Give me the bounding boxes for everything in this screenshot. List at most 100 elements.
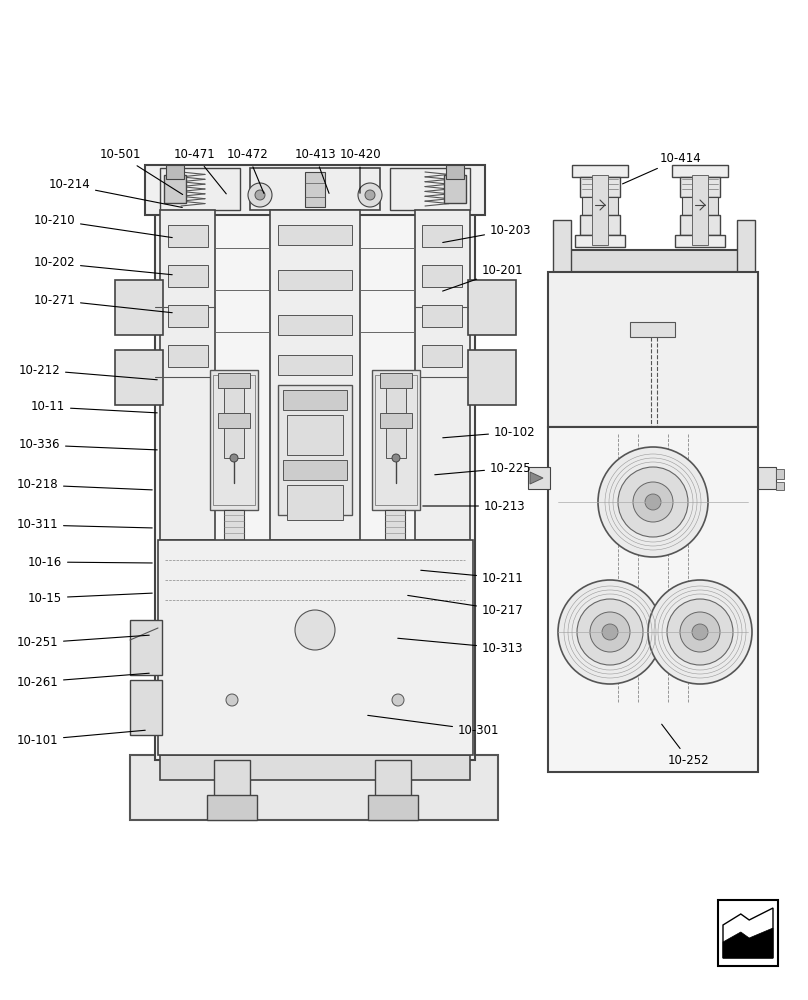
Bar — [468, 350, 516, 405]
Bar — [287, 485, 343, 520]
Bar — [160, 210, 215, 540]
Bar — [224, 510, 244, 620]
Bar — [115, 280, 163, 335]
Bar — [115, 350, 163, 405]
Bar — [168, 225, 208, 247]
Circle shape — [392, 454, 400, 462]
Bar — [390, 168, 470, 210]
Bar — [214, 760, 250, 800]
Bar — [270, 210, 360, 540]
Bar — [130, 620, 162, 675]
Circle shape — [598, 447, 708, 557]
Text: 10-217: 10-217 — [408, 595, 524, 616]
Bar — [758, 467, 776, 489]
Text: 10-420: 10-420 — [339, 148, 381, 193]
Circle shape — [590, 612, 630, 652]
Circle shape — [392, 694, 404, 706]
Bar — [158, 540, 473, 755]
Bar — [680, 177, 720, 197]
Bar — [375, 375, 417, 505]
Polygon shape — [530, 472, 543, 484]
Polygon shape — [723, 928, 773, 958]
Bar — [278, 355, 352, 375]
Bar — [446, 165, 464, 179]
Bar — [278, 225, 352, 245]
Text: 10-301: 10-301 — [368, 715, 499, 736]
Circle shape — [577, 599, 643, 665]
Bar — [553, 220, 571, 272]
Bar — [164, 175, 186, 203]
Circle shape — [230, 454, 238, 462]
Text: 10-15: 10-15 — [27, 591, 152, 604]
Bar — [372, 370, 420, 510]
Text: 10-252: 10-252 — [662, 724, 709, 766]
Circle shape — [645, 494, 661, 510]
Bar — [160, 168, 240, 210]
Bar — [422, 345, 462, 367]
Text: 10-251: 10-251 — [16, 635, 149, 650]
Bar — [575, 235, 625, 247]
Text: 10-11: 10-11 — [31, 400, 158, 414]
Text: 10-201: 10-201 — [443, 263, 524, 291]
Bar — [287, 415, 343, 455]
Bar — [305, 172, 325, 207]
Text: 10-102: 10-102 — [443, 426, 536, 438]
Bar — [145, 165, 485, 215]
Bar — [250, 168, 380, 210]
Bar — [283, 460, 347, 480]
Bar — [548, 427, 758, 772]
Bar — [218, 413, 250, 428]
Bar — [422, 305, 462, 327]
Text: 10-261: 10-261 — [16, 673, 149, 688]
Text: 10-471: 10-471 — [175, 148, 226, 194]
Bar — [582, 197, 618, 215]
Bar — [572, 165, 628, 177]
Text: 10-271: 10-271 — [33, 294, 172, 313]
Bar — [675, 235, 725, 247]
Bar — [155, 200, 475, 760]
Text: 10-501: 10-501 — [99, 148, 183, 195]
Text: 10-212: 10-212 — [19, 363, 158, 380]
Bar — [380, 373, 412, 388]
Bar — [168, 265, 208, 287]
Bar — [528, 467, 550, 489]
Bar — [444, 175, 466, 203]
Bar — [558, 250, 750, 272]
Text: 10-16: 10-16 — [27, 556, 152, 568]
Text: 10-213: 10-213 — [423, 499, 526, 512]
Bar — [672, 165, 728, 177]
Circle shape — [248, 183, 272, 207]
Bar — [224, 388, 244, 413]
Bar — [718, 900, 778, 966]
Bar — [468, 280, 516, 335]
Text: 10-414: 10-414 — [622, 151, 702, 184]
Text: 10-313: 10-313 — [398, 638, 524, 654]
Bar — [380, 413, 412, 428]
Bar — [415, 210, 470, 540]
Text: 10-413: 10-413 — [294, 148, 336, 193]
Bar — [218, 373, 250, 388]
Bar — [386, 388, 406, 413]
Bar — [422, 265, 462, 287]
Circle shape — [295, 610, 335, 650]
Circle shape — [680, 612, 720, 652]
Bar — [130, 755, 498, 820]
Bar — [776, 482, 784, 490]
Bar — [224, 428, 244, 458]
Circle shape — [633, 482, 673, 522]
Bar — [580, 215, 620, 235]
Circle shape — [618, 467, 688, 537]
Bar — [160, 755, 470, 780]
Bar — [278, 385, 352, 515]
Bar — [386, 428, 406, 458]
Text: 10-211: 10-211 — [421, 570, 524, 584]
Circle shape — [255, 190, 265, 200]
Bar — [630, 322, 675, 337]
Bar — [210, 370, 258, 510]
Bar — [422, 225, 462, 247]
Circle shape — [692, 624, 708, 640]
Text: 10-210: 10-210 — [33, 214, 172, 238]
Bar — [166, 165, 184, 179]
Bar — [368, 795, 418, 820]
Text: 10-311: 10-311 — [16, 518, 152, 532]
